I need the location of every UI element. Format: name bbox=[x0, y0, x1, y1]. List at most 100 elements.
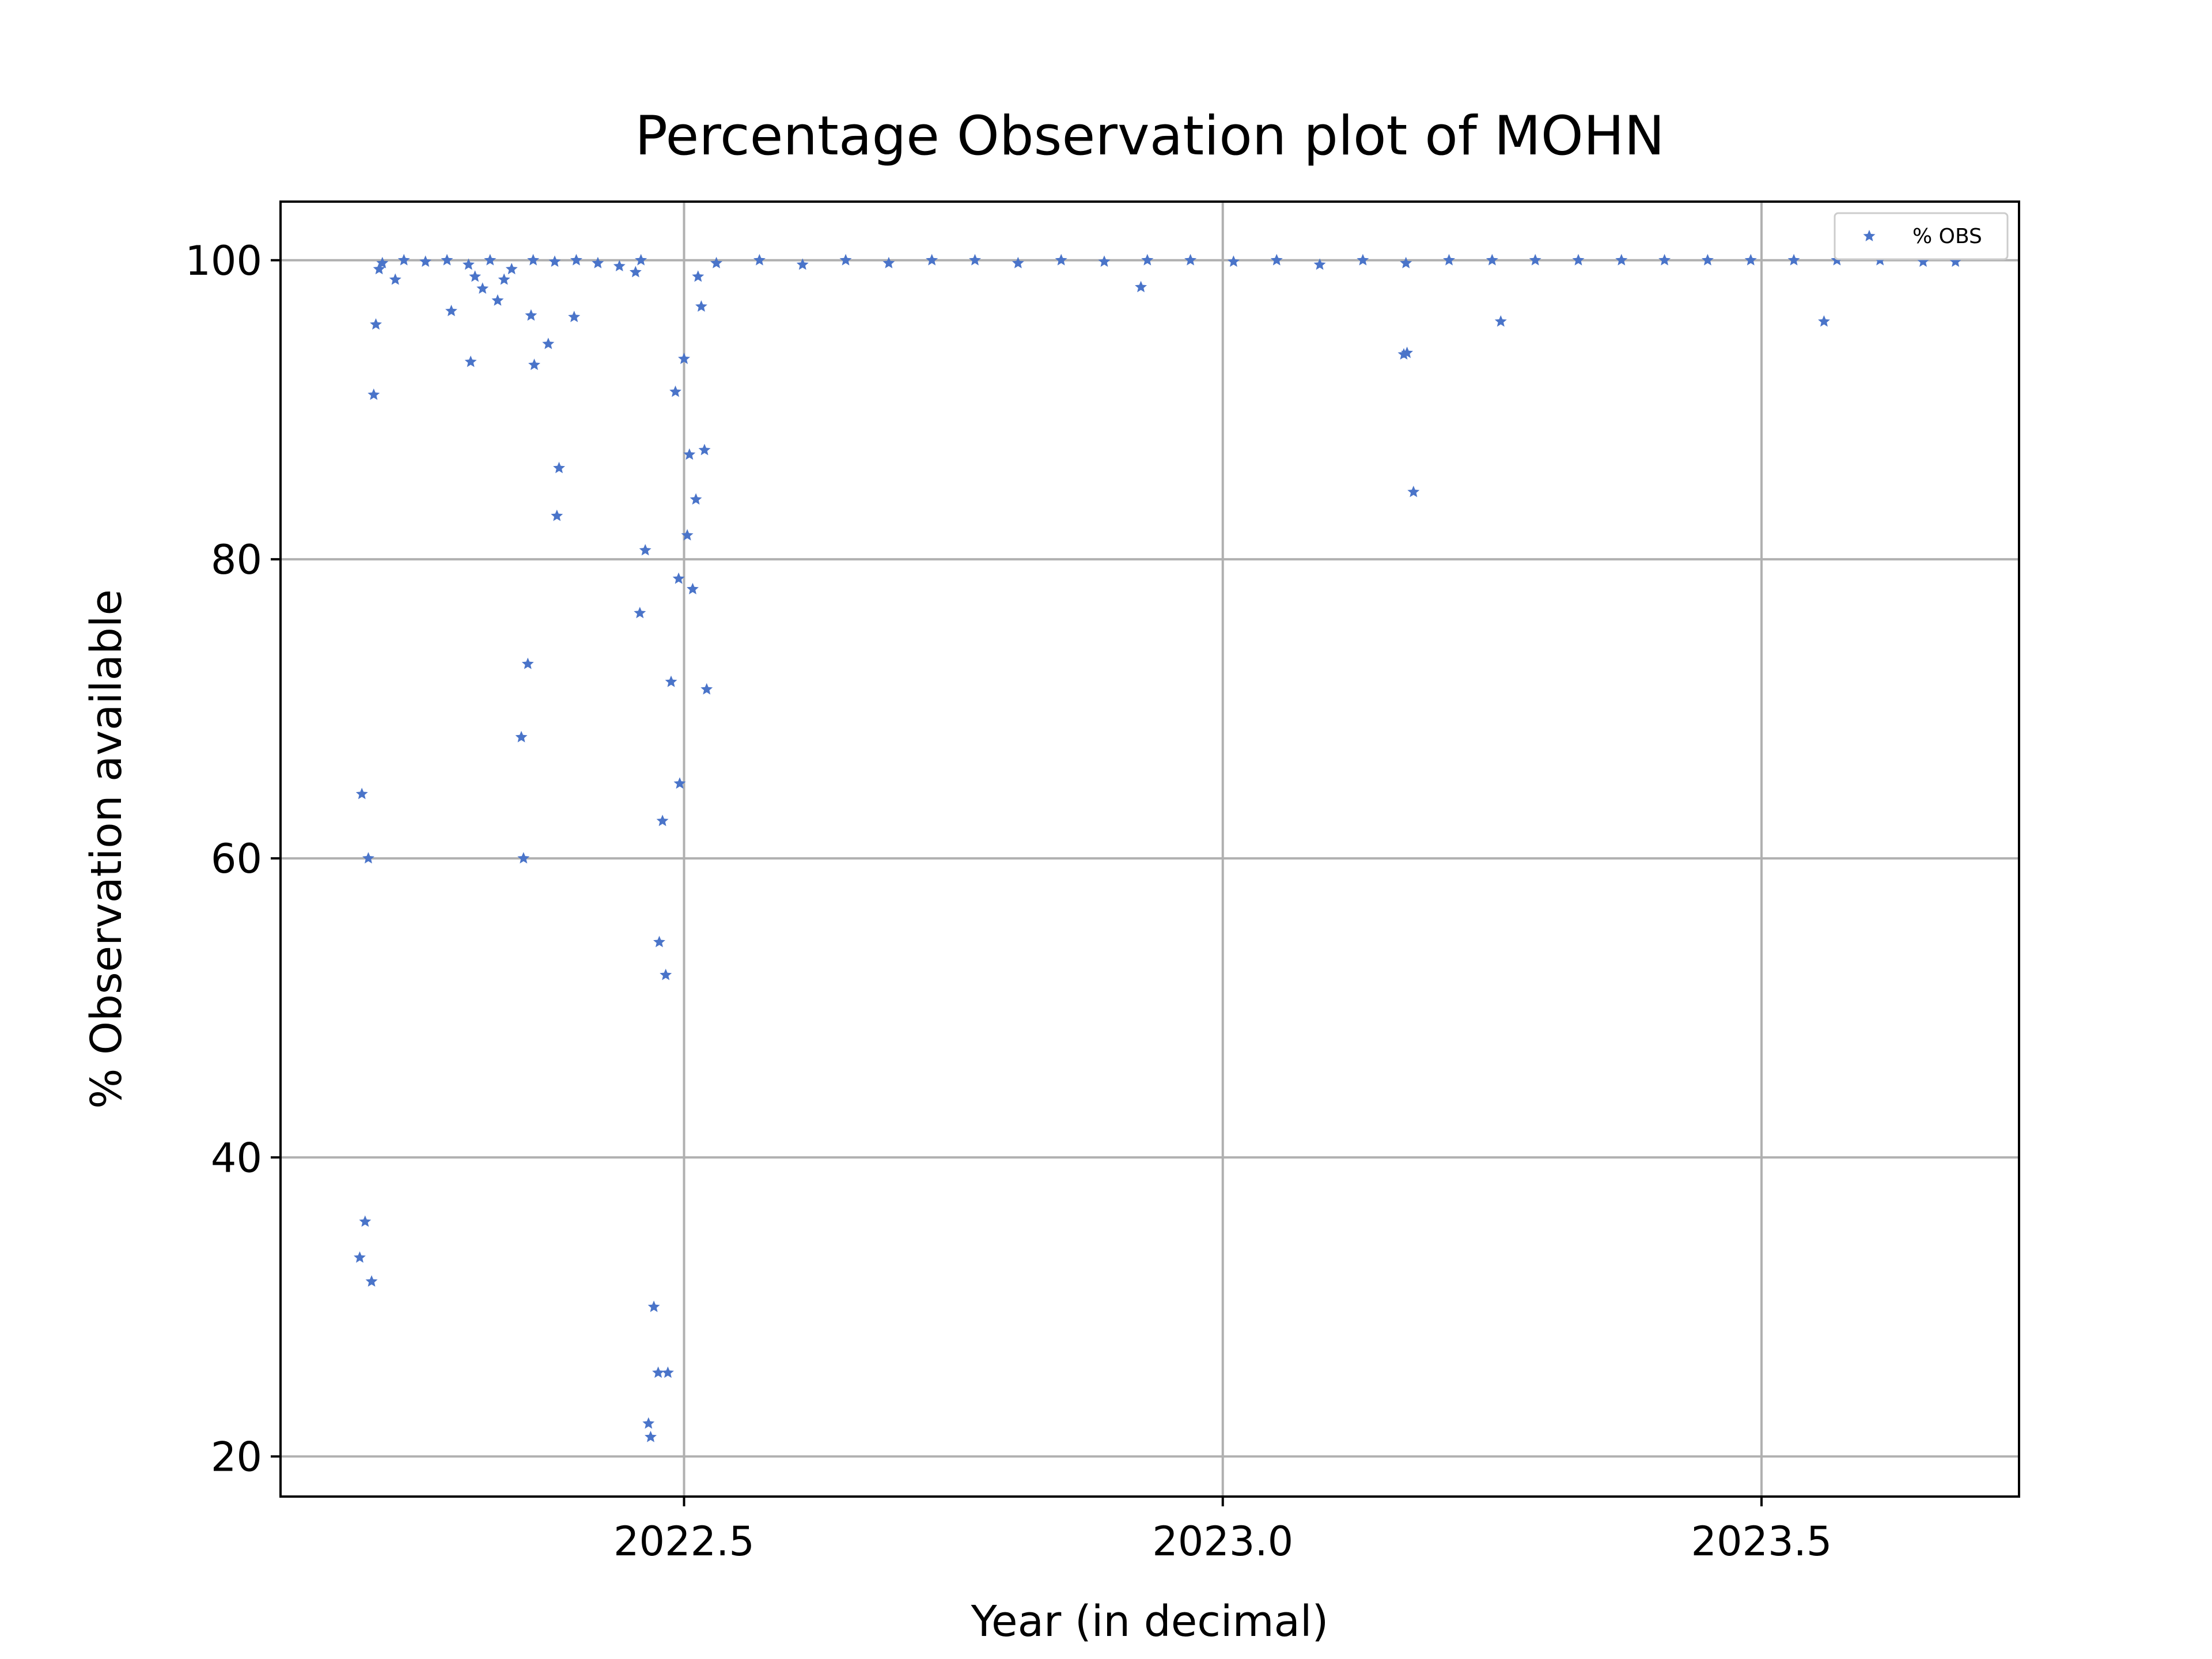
plot-frame bbox=[279, 200, 2020, 1498]
data-point bbox=[368, 388, 380, 400]
data-point bbox=[882, 256, 895, 268]
data-point bbox=[647, 1300, 660, 1312]
chart-title: Percentage Observation plot of MOHN bbox=[635, 105, 1665, 168]
data-point bbox=[698, 444, 711, 456]
x-axis-label: Year (in decimal) bbox=[971, 1597, 1329, 1646]
data-point bbox=[645, 1430, 657, 1442]
data-point bbox=[1407, 486, 1420, 497]
data-point bbox=[548, 255, 561, 267]
data-point bbox=[926, 253, 938, 266]
data-point bbox=[354, 1251, 366, 1263]
data-point bbox=[469, 270, 482, 282]
data-point bbox=[525, 309, 537, 321]
data-point bbox=[1494, 315, 1507, 327]
y-tick-label: 100 bbox=[185, 237, 262, 285]
data-point bbox=[359, 1215, 372, 1227]
data-point bbox=[551, 509, 563, 521]
data-point bbox=[1787, 253, 1800, 266]
data-point bbox=[687, 582, 699, 594]
data-point bbox=[683, 448, 696, 460]
data-point bbox=[464, 355, 477, 368]
y-tick-label: 80 bbox=[211, 536, 262, 584]
data-point bbox=[1397, 348, 1410, 360]
data-point bbox=[1917, 255, 1929, 267]
data-point bbox=[672, 572, 685, 584]
data-point bbox=[690, 493, 702, 505]
y-tick-label: 20 bbox=[211, 1433, 262, 1480]
data-point bbox=[1949, 255, 1962, 267]
data-point bbox=[796, 258, 809, 270]
legend-label: % OBS bbox=[1912, 225, 1982, 248]
data-point bbox=[1744, 253, 1757, 266]
data-point bbox=[639, 544, 652, 556]
data-point bbox=[419, 255, 431, 267]
data-point bbox=[635, 253, 647, 266]
data-point bbox=[652, 1366, 665, 1378]
y-tick-label: 60 bbox=[211, 835, 262, 882]
data-point bbox=[376, 256, 389, 268]
data-point bbox=[1658, 253, 1671, 266]
data-point bbox=[462, 258, 475, 270]
data-point bbox=[553, 461, 565, 474]
data-point bbox=[445, 305, 457, 316]
data-point bbox=[1486, 253, 1498, 266]
data-point bbox=[629, 266, 642, 278]
y-tick-label: 40 bbox=[211, 1134, 262, 1181]
data-point bbox=[370, 318, 382, 330]
data-point bbox=[1400, 256, 1412, 268]
data-point bbox=[656, 815, 669, 827]
data-point bbox=[660, 968, 672, 980]
data-point bbox=[1572, 253, 1585, 266]
data-point bbox=[1313, 258, 1326, 270]
data-point bbox=[692, 270, 704, 282]
data-point bbox=[1141, 253, 1154, 266]
data-point bbox=[517, 852, 530, 863]
legend-marker bbox=[1863, 230, 1876, 241]
data-point bbox=[673, 777, 686, 789]
data-point bbox=[389, 273, 402, 285]
data-point bbox=[1135, 281, 1147, 293]
data-point bbox=[476, 282, 489, 294]
data-point bbox=[441, 253, 453, 266]
data-point bbox=[753, 253, 766, 266]
data-point bbox=[498, 273, 510, 285]
data-point bbox=[397, 253, 410, 266]
x-tick-label: 2023.5 bbox=[1691, 1518, 1832, 1565]
data-point bbox=[373, 263, 385, 275]
data-point bbox=[362, 852, 374, 863]
data-point bbox=[592, 256, 604, 268]
data-point bbox=[355, 787, 368, 800]
data-point bbox=[1529, 253, 1541, 266]
data-point bbox=[1401, 346, 1413, 358]
data-point bbox=[613, 260, 626, 271]
legend-box bbox=[1834, 212, 2009, 260]
data-point bbox=[568, 310, 581, 323]
data-point bbox=[505, 263, 518, 275]
data-point bbox=[642, 1417, 655, 1429]
data-point bbox=[665, 675, 677, 687]
data-point bbox=[1270, 253, 1283, 266]
data-point bbox=[969, 253, 981, 266]
data-point bbox=[1615, 253, 1628, 266]
data-point bbox=[669, 385, 681, 397]
data-point bbox=[1443, 253, 1455, 266]
legend: % OBS bbox=[1834, 212, 2009, 260]
data-point bbox=[1184, 253, 1197, 266]
y-axis-label: % Observation available bbox=[82, 589, 131, 1109]
data-point bbox=[653, 935, 665, 948]
data-point bbox=[1818, 315, 1830, 327]
data-point bbox=[1228, 255, 1240, 267]
x-tick-label: 2023.0 bbox=[1152, 1518, 1293, 1565]
data-point bbox=[662, 1366, 674, 1378]
data-point bbox=[365, 1275, 378, 1287]
data-point bbox=[491, 294, 504, 306]
data-point bbox=[542, 338, 555, 349]
data-point bbox=[839, 253, 852, 266]
data-point bbox=[695, 300, 707, 312]
data-point bbox=[1357, 253, 1369, 266]
data-point bbox=[710, 256, 723, 268]
data-point bbox=[681, 529, 694, 541]
data-point bbox=[678, 353, 690, 364]
